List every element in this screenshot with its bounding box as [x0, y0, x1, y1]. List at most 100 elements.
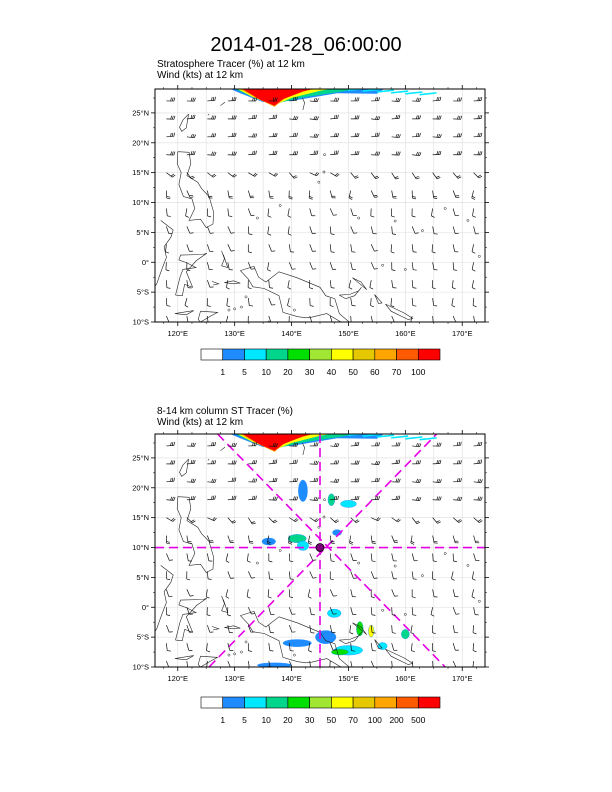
- wind-barb-feather: [438, 115, 440, 120]
- wind-barb-staff: [410, 315, 413, 322]
- wind-barb: [207, 280, 214, 288]
- wind-barb-staff: [349, 625, 352, 633]
- wind-barb-feather: [395, 115, 397, 119]
- wind-barb: [227, 460, 237, 465]
- wind-barb-feather: [337, 133, 339, 137]
- colorbar-label: 20: [283, 715, 293, 725]
- wind-barb-feather: [309, 287, 314, 290]
- wind-barb: [472, 625, 477, 635]
- wind-barb: [350, 553, 357, 561]
- wind-barb: [432, 115, 442, 120]
- wind-barb-feather: [472, 578, 476, 581]
- wind-barb: [266, 535, 271, 545]
- wind-barb-feather: [173, 477, 175, 482]
- wind-barb: [186, 535, 192, 544]
- wind-barb: [288, 262, 296, 270]
- wind-barb-staff: [471, 262, 474, 270]
- wind-barb-staff: [370, 535, 373, 544]
- wind-barb-staff: [473, 607, 476, 615]
- wind-barb: [185, 208, 189, 218]
- wind-barb-feather: [477, 496, 480, 501]
- wind-barb: [411, 172, 420, 180]
- wind-barb-feather: [356, 478, 358, 482]
- wind-barb-staff: [411, 172, 417, 180]
- wind-barb-staff: [329, 280, 332, 288]
- colorbar-swatch: [287, 696, 310, 709]
- wind-barb: [350, 316, 352, 322]
- wind-barb-staff: [227, 480, 236, 483]
- wind-barb-feather: [456, 441, 459, 446]
- wind-barb: [390, 244, 395, 254]
- wind-barb: [309, 298, 314, 307]
- wind-barb: [289, 478, 298, 483]
- wind-barb-feather: [417, 443, 420, 447]
- wind-barb-staff: [207, 100, 215, 102]
- wind-barb: [186, 496, 196, 501]
- wind-barb: [227, 151, 237, 156]
- wind-barb-staff: [452, 517, 460, 523]
- wind-barb-feather: [335, 460, 338, 465]
- wind-barb-feather: [378, 151, 381, 156]
- wind-barb-staff: [186, 280, 189, 288]
- wind-barb-staff: [247, 190, 251, 198]
- wind-barb-staff: [350, 172, 356, 179]
- wind-barb-staff: [391, 589, 395, 597]
- wind-barb: [247, 643, 252, 652]
- wind-barb-feather: [331, 560, 335, 562]
- wind-barb: [206, 643, 211, 653]
- wind-barb-feather: [378, 97, 380, 101]
- wind-barb-feather: [479, 441, 481, 446]
- wind-barb-feather: [296, 496, 299, 501]
- wind-barb-feather: [267, 540, 271, 544]
- wind-barb-feather: [228, 215, 233, 217]
- wind-barb: [391, 151, 401, 156]
- wind-barb-feather: [267, 269, 271, 272]
- coastline: [240, 266, 350, 322]
- wind-barb: [207, 517, 217, 522]
- wind-barb: [350, 151, 360, 156]
- wind-barb: [268, 625, 274, 634]
- wind-barb-feather: [294, 96, 297, 101]
- wind-barb-feather: [289, 560, 294, 563]
- coastline: [207, 458, 210, 461]
- wind-barb-feather: [349, 195, 353, 199]
- wind-barb: [390, 298, 395, 308]
- wind-barb-feather: [315, 442, 317, 446]
- wind-barb: [330, 478, 340, 483]
- wind-barb: [225, 589, 230, 599]
- colorbar-label: 70: [348, 715, 358, 725]
- wind-barb: [370, 625, 376, 634]
- wind-barb-feather: [173, 151, 176, 156]
- wind-barb-staff: [268, 117, 277, 120]
- wind-barb-feather: [370, 215, 375, 218]
- wind-barb-feather: [166, 305, 171, 307]
- colorbar-swatch: [374, 696, 397, 709]
- wind-barb-feather: [451, 305, 456, 308]
- wind-barb: [473, 226, 479, 235]
- wind-barb-feather: [416, 460, 418, 464]
- wind-barb-feather: [273, 172, 277, 176]
- wind-barb-staff: [350, 262, 353, 270]
- wind-barb-feather: [272, 478, 275, 482]
- wind-barb-feather: [395, 459, 397, 464]
- wind-barb-feather: [477, 133, 479, 137]
- colorbar-swatch: [352, 348, 376, 361]
- wind-barb-feather: [313, 442, 316, 447]
- wind-barb-staff: [268, 280, 270, 288]
- wind-barb: [247, 226, 253, 235]
- wind-barb-staff: [186, 315, 189, 322]
- wind-barb-staff: [453, 444, 461, 447]
- wind-barb-staff: [350, 517, 357, 523]
- wind-barb-feather: [412, 614, 417, 616]
- wind-barb-feather: [274, 477, 276, 482]
- wind-barb-feather: [267, 233, 272, 236]
- island: [293, 653, 296, 657]
- wind-barb-feather: [398, 495, 401, 500]
- wind-barb-feather: [309, 196, 313, 198]
- coastline: [174, 310, 194, 316]
- wind-barb-feather: [206, 614, 211, 617]
- wind-barb-feather: [354, 478, 357, 482]
- wind-barb-feather: [334, 442, 337, 447]
- wind-barb-staff: [411, 280, 414, 288]
- wind-barb: [412, 132, 421, 138]
